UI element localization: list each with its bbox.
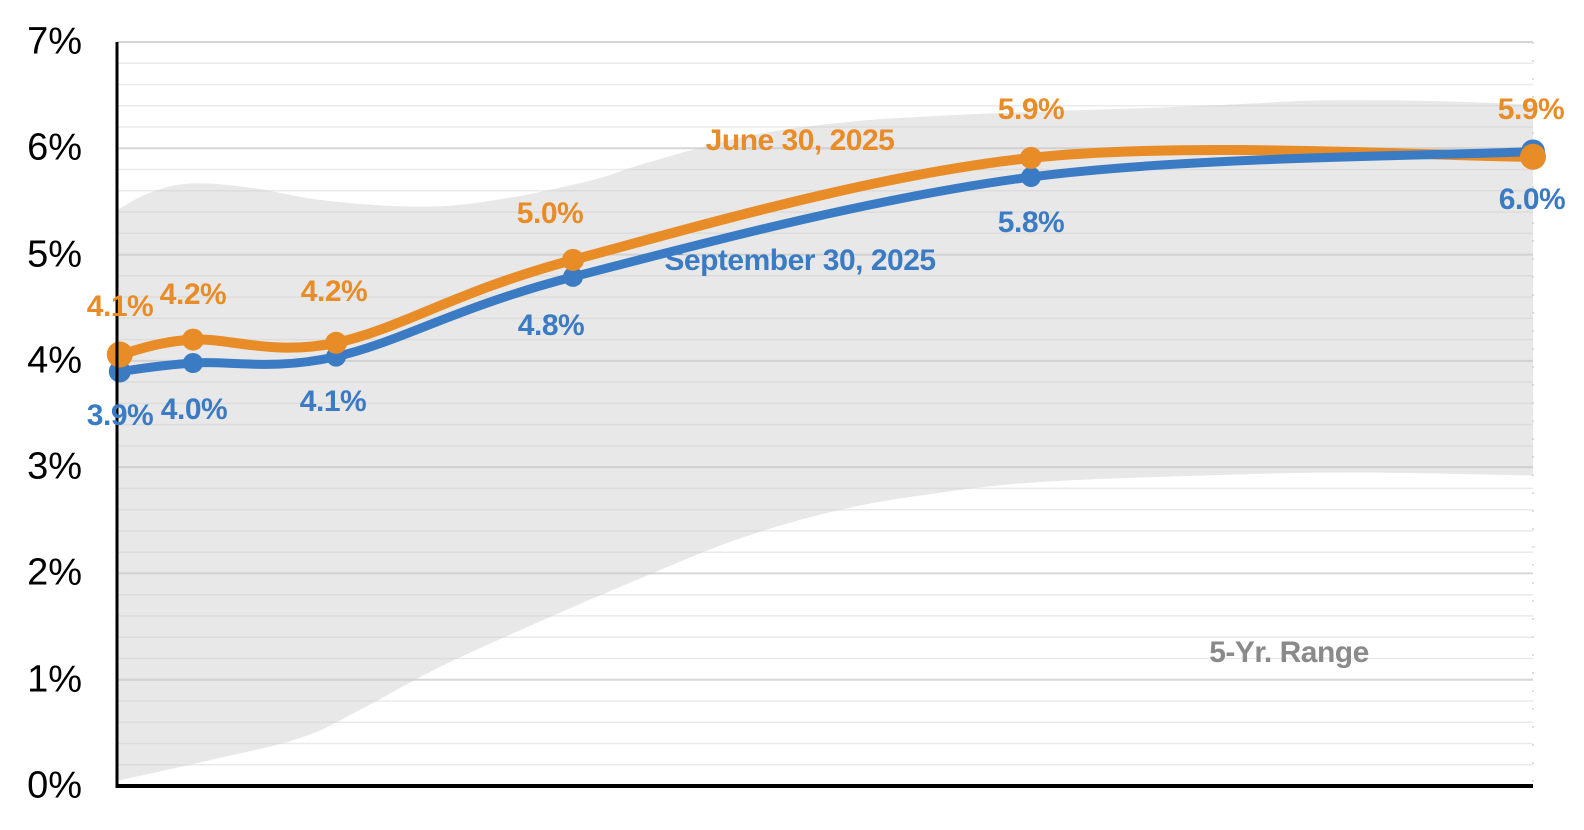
series-marker-june bbox=[325, 331, 348, 354]
series-marker-june bbox=[1520, 143, 1546, 170]
june-point-label: 5.0% bbox=[516, 197, 584, 230]
series-marker-june bbox=[562, 248, 584, 271]
series-marker-june bbox=[182, 328, 204, 351]
series-marker-september bbox=[1021, 167, 1041, 187]
june-point-label: 5.9% bbox=[1497, 93, 1565, 126]
y-axis-tick-label: 3% bbox=[27, 445, 82, 488]
september-point-label: 4.8% bbox=[517, 309, 585, 342]
series-line-september-30-2025 bbox=[115, 147, 1538, 376]
y-axis-tick-label: 7% bbox=[27, 20, 82, 63]
september-point-label: 5.8% bbox=[997, 206, 1065, 239]
series-label-june-30-2025: June 30, 2025 bbox=[705, 124, 895, 157]
series-label-september-30-2025: September 30, 2025 bbox=[664, 244, 936, 277]
five-year-range-band bbox=[117, 100, 1533, 781]
june-point-label: 5.9% bbox=[997, 93, 1065, 126]
y-axis-tick-label: 0% bbox=[27, 764, 82, 807]
series-marker-september bbox=[183, 353, 203, 373]
series-marker-june bbox=[106, 341, 133, 368]
series-marker-june bbox=[1020, 146, 1042, 169]
september-point-label: 3.9% bbox=[86, 399, 154, 432]
june-point-label: 4.2% bbox=[300, 275, 368, 308]
band-label-5-yr-range: 5-Yr. Range bbox=[1209, 636, 1369, 669]
june-point-label: 4.2% bbox=[159, 278, 227, 311]
y-axis-tick-label: 5% bbox=[27, 233, 82, 276]
september-point-label: 4.1% bbox=[299, 385, 367, 418]
y-axis-tick-label: 2% bbox=[27, 551, 82, 594]
y-axis-tick-label: 6% bbox=[27, 126, 82, 169]
june-point-label: 4.1% bbox=[86, 290, 154, 323]
september-point-label: 6.0% bbox=[1498, 183, 1566, 216]
y-axis-tick-label: 1% bbox=[27, 658, 82, 701]
series-marker-september bbox=[563, 266, 583, 287]
y-axis-tick-label: 4% bbox=[27, 339, 82, 382]
series-line-june-30-2025 bbox=[114, 145, 1538, 360]
september-point-label: 4.0% bbox=[160, 393, 228, 426]
